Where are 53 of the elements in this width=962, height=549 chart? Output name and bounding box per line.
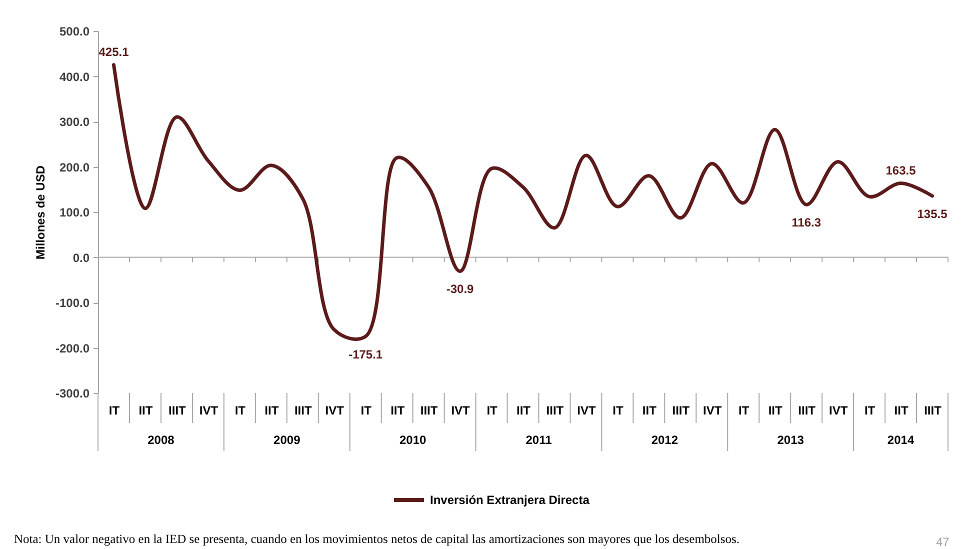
data-label: 135.5 <box>917 206 948 221</box>
x-tick-label: IT <box>612 404 624 418</box>
x-tick-label: IT <box>486 404 498 418</box>
x-tick-label: IIIT <box>546 404 564 418</box>
x-tick-label: IT <box>108 404 120 418</box>
x-tick-label: IIIT <box>294 404 312 418</box>
x-tick-label: IT <box>234 404 246 418</box>
x-tick-label: IVT <box>703 404 722 418</box>
x-tick-label: IIIT <box>672 404 690 418</box>
y-tick-label: 100.0 <box>59 206 90 220</box>
x-tick-label: IVT <box>325 404 345 418</box>
data-label: 425.1 <box>98 44 130 59</box>
y-tick-label: -100.0 <box>55 296 90 310</box>
text: 2010 <box>399 433 426 447</box>
y-tick-label: 300.0 <box>59 115 90 129</box>
y-tick-label: 0.0 <box>72 250 90 265</box>
x-tick-label: IIIT <box>798 404 816 418</box>
legend-label: Inversión Extranjera Directa <box>430 493 590 507</box>
y-tick-label: 500.0 <box>59 24 90 38</box>
text: 2013 <box>777 433 804 447</box>
text: 2014 <box>887 433 914 447</box>
text: Nota: Un valor negativo en la IED se presenta, cuando en los movimientos netos de capital las amortizaciones son mayores que los desembolsos. <box>14 532 740 546</box>
x-tick-label: IIT <box>516 404 532 418</box>
x-tick-label: IIT <box>138 404 154 418</box>
text: 2011 <box>526 433 552 447</box>
y-tick-label: 200.0 <box>59 160 90 174</box>
y-tick-label: -200.0 <box>55 341 90 356</box>
text: 2009 <box>274 433 301 447</box>
data-label: -30.9 <box>446 282 474 296</box>
y-axis-title: Millones de USD <box>33 165 48 260</box>
text: 2008 <box>148 433 175 447</box>
x-tick-label: IT <box>738 404 750 418</box>
x-tick-label: IIIT <box>420 404 438 418</box>
data-label: -175.1 <box>348 347 383 362</box>
x-tick-label: IIT <box>894 404 909 418</box>
data-label: 116.3 <box>792 216 822 230</box>
text: 47 <box>936 535 950 549</box>
x-tick-label: IIT <box>642 404 658 418</box>
x-tick-label: IIIT <box>924 404 942 418</box>
x-tick-label: IIT <box>390 404 406 418</box>
data-label: 163.5 <box>886 163 916 178</box>
x-tick-label: IIT <box>264 404 280 418</box>
x-tick-label: IVT <box>199 404 219 418</box>
y-tick-label: -300.0 <box>55 386 90 400</box>
x-tick-label: IIIT <box>168 404 187 418</box>
x-tick-label: IVT <box>451 404 471 418</box>
text: 2012 <box>651 433 678 447</box>
x-tick-label: IT <box>360 404 372 418</box>
x-tick-label: IT <box>864 404 876 418</box>
x-tick-label: IVT <box>828 404 848 418</box>
x-tick-label: IIT <box>768 404 784 418</box>
y-tick-label: 400.0 <box>59 70 90 84</box>
x-tick-label: IVT <box>577 404 596 418</box>
